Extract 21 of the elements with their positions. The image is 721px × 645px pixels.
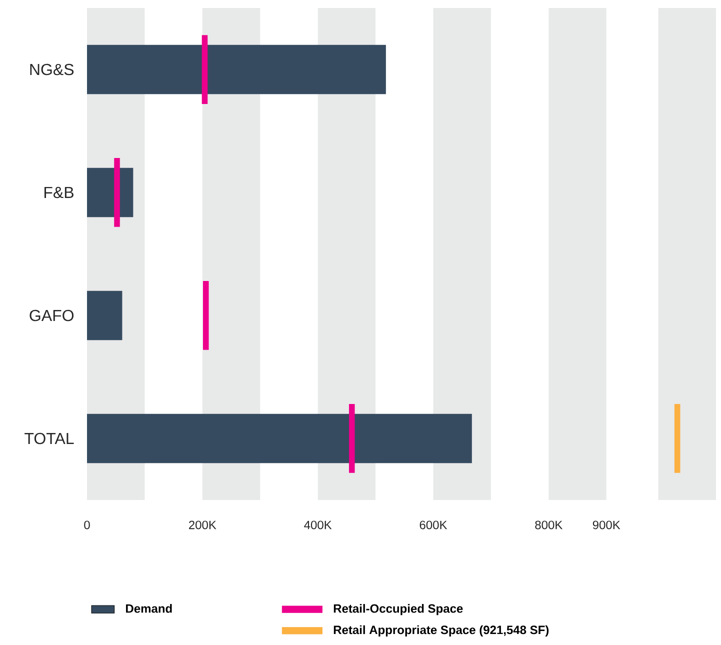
bar — [348, 404, 355, 473]
x-tick-label: 400K — [304, 520, 332, 530]
x-tick-label: 800K — [535, 520, 563, 530]
x-tick-label: 900K — [592, 520, 620, 530]
legend-label: Retail-Occupied Space — [334, 604, 463, 616]
y-tick-label: F&B — [44, 186, 74, 198]
bar — [202, 281, 209, 350]
bar — [87, 290, 122, 340]
bar — [114, 158, 120, 227]
x-tick-label: 600K — [420, 520, 448, 530]
bar — [674, 404, 680, 473]
x-tick-label: 0 — [84, 520, 90, 530]
bar — [202, 35, 208, 104]
legend-label: Retail Appropriate Space (921,548 SF) — [334, 625, 549, 637]
x-tick-label: 200K — [189, 520, 216, 530]
y-tick-label: TOTAL — [24, 432, 74, 444]
bar — [87, 414, 472, 464]
y-tick-label: GAFO — [30, 310, 74, 322]
y-tick-label: NG&S — [30, 64, 74, 76]
bar — [87, 44, 386, 94]
legend-label: Demand — [126, 604, 172, 613]
